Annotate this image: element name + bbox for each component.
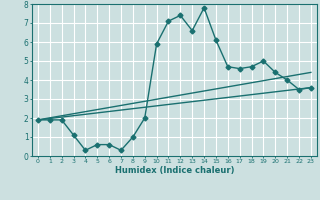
X-axis label: Humidex (Indice chaleur): Humidex (Indice chaleur) <box>115 166 234 175</box>
